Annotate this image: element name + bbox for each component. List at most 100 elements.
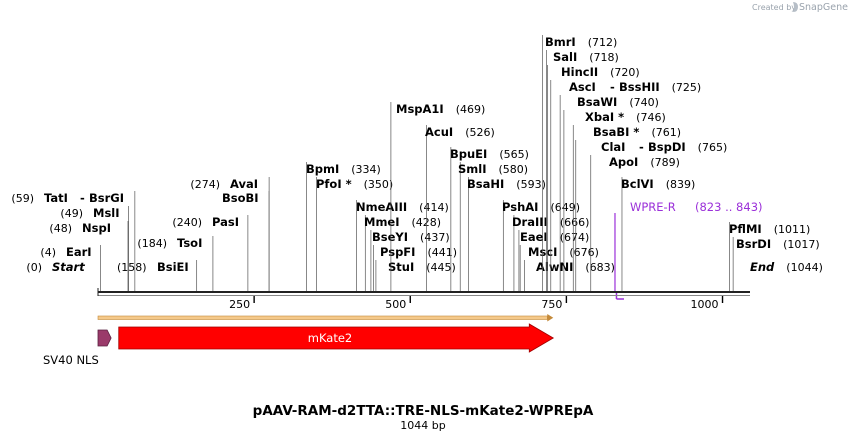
site-bclvi[interactable]: BclVI (839) [621, 177, 695, 291]
site-position: (746) [636, 111, 666, 124]
site-name: AcuI [425, 125, 453, 139]
site-pspfi[interactable]: PspFI (441) [373, 245, 457, 291]
site-start[interactable]: Start (0) [26, 260, 85, 274]
site-smli[interactable]: SmlI (580) [458, 162, 528, 291]
site-name: BpuEI [450, 147, 487, 161]
site-bsrgi[interactable]: - BsrGI [80, 191, 124, 205]
snapgene-brand: SnapGene [799, 2, 848, 13]
site-bsobi[interactable]: BsoBI [222, 191, 270, 291]
site-name: BspDI [648, 140, 686, 154]
site-tati[interactable]: TatI (59) [11, 191, 136, 291]
site-name: BsaWI [577, 95, 617, 109]
site-position: (274) [190, 178, 220, 191]
site-position: (469) [456, 103, 486, 116]
site-bmri[interactable]: BmrI (712) [542, 35, 618, 291]
site-bspdi[interactable]: - BspDI (765) [639, 140, 727, 154]
site-avai[interactable]: AvaI (274) [190, 177, 270, 291]
pair-separator: - [610, 80, 615, 94]
site-bpuei[interactable]: BpuEI (565) [450, 147, 529, 291]
site-apoi[interactable]: ApoI (789) [590, 155, 680, 291]
primer-wpre-r[interactable]: WPRE-R (823 .. 843) [614, 200, 763, 300]
site-bsahi[interactable]: BsaHI (593) [467, 177, 546, 291]
site-position: (839) [666, 178, 696, 191]
feature-label-sv40-nls: SV40 NLS [43, 353, 99, 367]
site-position: (184) [137, 237, 167, 250]
site-position: (725) [672, 81, 702, 94]
site-position: (789) [650, 156, 680, 169]
site-position: (565) [499, 148, 529, 161]
site-position: (593) [516, 178, 546, 191]
site-position: (740) [629, 96, 659, 109]
site-mspa1i[interactable]: MspA1I (469) [390, 102, 486, 291]
site-name: PshAI [502, 200, 538, 214]
site-name: BsaBI * [593, 125, 639, 139]
feature-sv40-nls[interactable] [97, 329, 112, 347]
site-bsawi[interactable]: BsaWI (740) [559, 95, 659, 291]
site-position: (676) [569, 246, 599, 259]
site-position: (1011) [774, 223, 811, 236]
site-name: BsrDI [736, 237, 771, 251]
site-xbai[interactable]: XbaI * (746) [563, 110, 666, 291]
site-eaei[interactable]: EaeI (674) [518, 230, 590, 291]
ruler-label-500: 500 [385, 298, 406, 311]
site-bsabi[interactable]: BsaBI * (761) [572, 125, 681, 291]
site-position: (718) [589, 51, 619, 64]
ruler: 250 500 750 1000 [229, 296, 724, 311]
site-bsiei[interactable]: BsiEI (158) [117, 260, 198, 291]
site-draiii[interactable]: DraIII (666) [512, 215, 589, 291]
site-name: XbaI * [585, 110, 624, 124]
site-name: BssHII [619, 80, 660, 94]
site-asci[interactable]: AscI [550, 80, 596, 291]
site-pasi[interactable]: PasI (240) [172, 215, 249, 291]
pair-separator: - [80, 191, 85, 205]
site-bseyi[interactable]: BseYI (437) [370, 230, 450, 291]
site-name: DraIII [512, 215, 548, 229]
site-position: (674) [560, 231, 590, 244]
site-name: StuI [388, 260, 414, 274]
site-msli[interactable]: MslI (49) [60, 206, 129, 291]
feature-mkate2[interactable] [118, 323, 555, 353]
site-bsrdi[interactable]: BsrDI (1017) [732, 237, 820, 291]
site-position: (414) [419, 201, 449, 214]
site-hincii[interactable]: HincII (720) [547, 65, 640, 291]
site-name: PspFI [380, 245, 415, 259]
primer-range: (823 .. 843) [695, 200, 763, 214]
site-pshai[interactable]: PshAI (649) [502, 200, 580, 291]
site-bpmi[interactable]: BpmI (334) [306, 162, 381, 291]
site-pfoi[interactable]: PfoI * (350) [316, 177, 393, 291]
site-name: BsrGI [89, 191, 124, 205]
site-stui[interactable]: StuI (445) [375, 260, 456, 291]
site-nspi[interactable]: NspI (48) [49, 221, 129, 291]
site-clai[interactable]: ClaI [575, 140, 626, 291]
site-alwni[interactable]: AlwNI (683) [524, 260, 615, 291]
site-name: MmeI [364, 215, 400, 229]
features: SV40 NLS mKate2 [43, 314, 555, 367]
site-eari[interactable]: EarI (4) [40, 245, 101, 291]
orf-arrow-body[interactable] [97, 315, 548, 320]
ruler-label-750: 750 [541, 298, 562, 311]
primer-name: WPRE-R [630, 200, 676, 214]
site-name: NmeAIII [356, 200, 407, 214]
site-position: (666) [560, 216, 590, 229]
site-bsshii[interactable]: - BssHII (725) [610, 80, 701, 94]
site-position: (761) [651, 126, 681, 139]
site-pflmi[interactable]: PflMI (1011) [729, 222, 810, 291]
site-sali[interactable]: SalI (718) [546, 50, 619, 291]
site-acui[interactable]: AcuI (526) [425, 125, 495, 291]
site-name: SalI [553, 50, 577, 64]
site-name: BclVI [621, 177, 654, 191]
site-end[interactable]: End (1044) [750, 260, 823, 274]
site-tsoi[interactable]: TsoI (184) [137, 236, 214, 291]
site-name: BseYI [372, 230, 408, 244]
site-position: (48) [49, 222, 72, 235]
site-name: TatI [44, 191, 68, 205]
site-name: Start [52, 260, 85, 274]
site-name: TsoI [177, 236, 202, 250]
site-name: SmlI [458, 162, 487, 176]
site-name: BsoBI [222, 191, 259, 205]
feature-label-mkate2: mKate2 [308, 331, 353, 345]
site-position: (649) [550, 201, 580, 214]
site-name: EarI [66, 245, 92, 259]
plasmid-length: 1044 bp [400, 419, 445, 432]
site-name: ApoI [609, 155, 638, 169]
